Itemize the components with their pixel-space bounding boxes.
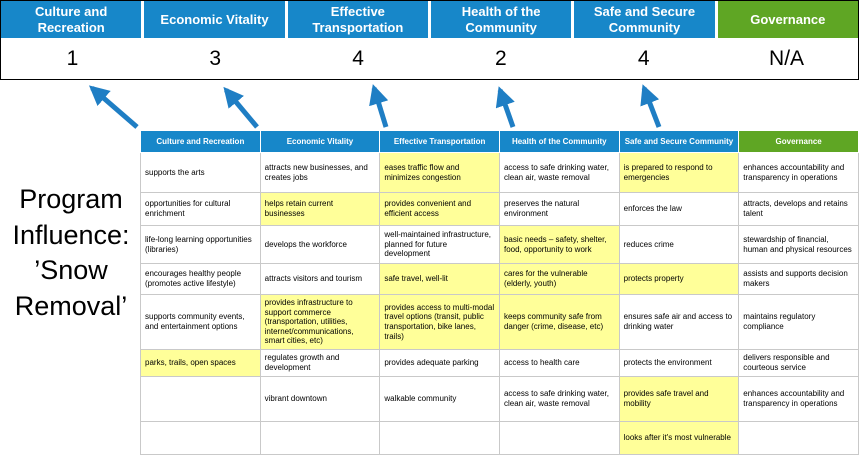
influence-arrow-4 (495, 86, 516, 128)
summary-banner: Culture and Recreation Economic Vitality E… (0, 0, 859, 80)
matrix-cell: maintains regulatory compliance (738, 294, 859, 350)
matrix-cell: basic needs – safety, shelter, food, opp… (498, 225, 620, 264)
pillar-header-row: Culture and Recreation Economic Vitality E… (1, 1, 858, 38)
pillar-score-governance: N/A (769, 46, 805, 70)
matrix-cell: opportunities for cultural enrichment (140, 192, 261, 226)
matrix-cell: reduces crime (618, 225, 740, 264)
matrix-header-effective-transportation: Effective Transportation (379, 130, 500, 153)
matrix-cell: walkable community (379, 376, 500, 422)
matrix-cell: supports community events, and entertain… (140, 294, 261, 350)
matrix-row-2: opportunities for cultural enrichment hel… (140, 192, 859, 226)
matrix-cell: enhances accountability and transparency… (738, 152, 859, 193)
matrix-row-6: parks, trails, open spaces regulates grow… (140, 349, 859, 377)
pillar-header-health-of-the-community: Health of the Community (430, 1, 572, 38)
matrix-cell: preserves the natural environment (498, 192, 620, 226)
program-influence-title: Program Influence: ’Snow Removal’ (12, 184, 130, 321)
matrix-cell: keeps community safe from danger (crime,… (498, 294, 620, 350)
influence-matrix-table: Culture and Recreation Economic Vitality E… (140, 130, 859, 455)
matrix-header-economic-vitality: Economic Vitality (259, 130, 381, 153)
pillar-header-governance: Governance (717, 1, 858, 38)
pillar-score-effective-transportation: 4 (352, 46, 364, 70)
pillar-header-culture-and-recreation: Culture and Recreation (1, 1, 142, 38)
matrix-cell: attracts, develops and retains talent (738, 192, 859, 226)
matrix-cell: vibrant downtown (259, 376, 381, 422)
matrix-cell: access to safe drinking water, clean air… (498, 152, 620, 193)
pillar-header-safe-and-secure-community: Safe and Secure Community (574, 1, 715, 38)
matrix-cell: enhances accountability and transparency… (738, 376, 859, 422)
pillar-header-economic-vitality: Economic Vitality (144, 1, 285, 38)
pillar-score-economic-vitality: 3 (209, 46, 222, 70)
influence-arrow-3 (369, 84, 389, 128)
influence-arrow-5 (640, 84, 662, 128)
matrix-cell: access to health care (498, 349, 620, 377)
matrix-cell: stewardship of financial, human and phys… (738, 225, 859, 264)
matrix-cell: provides access to multi-modal travel op… (379, 294, 500, 350)
matrix-cell: encourages healthy people (promotes acti… (140, 263, 261, 295)
matrix-cell: provides adequate parking (379, 349, 500, 377)
matrix-row-3: life-long learning opportunities (librar… (140, 225, 859, 264)
matrix-row-4: encourages healthy people (promotes acti… (140, 263, 859, 295)
matrix-cell-empty (140, 376, 261, 422)
pillar-score-row: 1 3 4 2 4 N/A (1, 38, 858, 79)
matrix-cell: access to safe drinking water, clean air… (498, 376, 620, 422)
matrix-cell: ensures safe air and access to drinking … (618, 294, 740, 350)
matrix-header-culture-and-recreation: Culture and Recreation (140, 130, 261, 153)
matrix-cell: provides infrastructure to support comme… (259, 294, 381, 350)
matrix-cell: attracts visitors and tourism (259, 263, 381, 295)
pillar-score-culture-and-recreation: 1 (66, 46, 79, 70)
matrix-cell: provides convenient and efficient access (379, 192, 500, 226)
matrix-cell: provides safe travel and mobility (618, 376, 740, 422)
matrix-cell: delivers responsible and courteous servi… (738, 349, 859, 377)
matrix-cell: supports the arts (140, 152, 261, 193)
matrix-body: supports the arts attracts new businesses… (140, 152, 859, 455)
influence-arrow-1 (88, 85, 139, 129)
matrix-cell-empty (498, 421, 620, 455)
matrix-header-governance: Governance (738, 130, 859, 153)
matrix-cell-empty (738, 421, 859, 455)
matrix-cell: regulates growth and development (259, 349, 381, 377)
matrix-cell: safe travel, well-lit (379, 263, 500, 295)
matrix-cell: is prepared to respond to emergencies (618, 152, 740, 193)
matrix-row-8: looks after it's most vulnerable (140, 421, 859, 455)
pillar-score-health-of-the-community: 2 (495, 46, 507, 70)
pillar-header-effective-transportation: Effective Transportation (287, 1, 428, 38)
matrix-cell-empty (259, 421, 381, 455)
matrix-cell: enforces the law (618, 192, 740, 226)
matrix-cell: attracts new businesses, and creates job… (259, 152, 381, 193)
matrix-cell: parks, trails, open spaces (140, 349, 261, 377)
pillar-score-safe-and-secure-community: 4 (637, 46, 650, 70)
matrix-cell: cares for the vulnerable (elderly, youth… (498, 263, 620, 295)
matrix-cell: protects the environment (618, 349, 740, 377)
matrix-cell: assists and supports decision makers (738, 263, 859, 295)
influence-arrows (88, 84, 662, 129)
matrix-header-safe-and-secure-community: Safe and Secure Community (618, 130, 740, 153)
matrix-header-health-of-the-community: Health of the Community (498, 130, 620, 153)
matrix-cell: life-long learning opportunities (librar… (140, 225, 261, 264)
matrix-header-row: Culture and Recreation Economic Vitality E… (140, 130, 859, 153)
matrix-cell: develops the workforce (259, 225, 381, 264)
matrix-cell: helps retain current businesses (259, 192, 381, 226)
matrix-row-7: vibrant downtown walkable community access… (140, 376, 859, 422)
matrix-cell: well-maintained infrastructure, planned … (379, 225, 500, 264)
matrix-row-1: supports the arts attracts new businesses… (140, 152, 859, 193)
matrix-cell-empty (140, 421, 261, 455)
matrix-cell: protects property (618, 263, 740, 295)
matrix-cell-empty (379, 421, 500, 455)
influence-arrow-2 (223, 86, 259, 129)
matrix-cell: eases traffic flow and minimizes congest… (379, 152, 500, 193)
matrix-row-5: supports community events, and entertain… (140, 294, 859, 350)
matrix-cell: looks after it's most vulnerable (618, 421, 740, 455)
